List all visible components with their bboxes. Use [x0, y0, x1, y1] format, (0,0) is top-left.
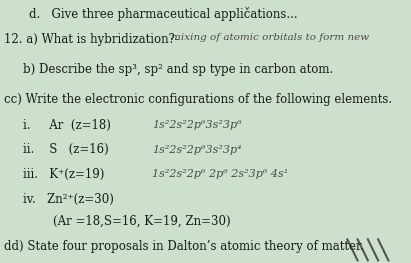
- Text: b) Describe the sp³, sp² and sp type in carbon atom.: b) Describe the sp³, sp² and sp type in …: [23, 63, 333, 76]
- Text: 1s²2s²2p⁶3s²3p⁴: 1s²2s²2p⁶3s²3p⁴: [152, 145, 242, 155]
- Text: ii.    S   (z=16): ii. S (z=16): [23, 143, 109, 156]
- Text: i.     Ar  (z=18): i. Ar (z=18): [23, 119, 111, 132]
- Text: cc) Write the electronic configurations of the following elements.: cc) Write the electronic configurations …: [4, 93, 392, 105]
- Text: 1s²2s²2p⁶3s²3p⁶: 1s²2s²2p⁶3s²3p⁶: [152, 120, 242, 130]
- Text: iii.   K⁺(z=19): iii. K⁺(z=19): [23, 168, 104, 181]
- Text: iv.   Zn²⁺(z=30): iv. Zn²⁺(z=30): [23, 193, 113, 205]
- Text: d.   Give three pharmaceutical appličations...: d. Give three pharmaceutical appličation…: [29, 7, 298, 21]
- Text: dd) State four proposals in Dalton’s atomic theory of matter.: dd) State four proposals in Dalton’s ato…: [4, 240, 364, 253]
- Text: (Ar =18,S=16, K=19, Zn=30): (Ar =18,S=16, K=19, Zn=30): [53, 215, 231, 228]
- Text: 12. a) What is hybridization?-: 12. a) What is hybridization?-: [4, 33, 179, 46]
- Text: 1s²2s²2p⁶ 2p⁶ 2s²3p⁶ 4s¹: 1s²2s²2p⁶ 2p⁶ 2s²3p⁶ 4s¹: [152, 169, 289, 179]
- Text: mixing of atomic orbitals to form new: mixing of atomic orbitals to form new: [171, 33, 369, 42]
